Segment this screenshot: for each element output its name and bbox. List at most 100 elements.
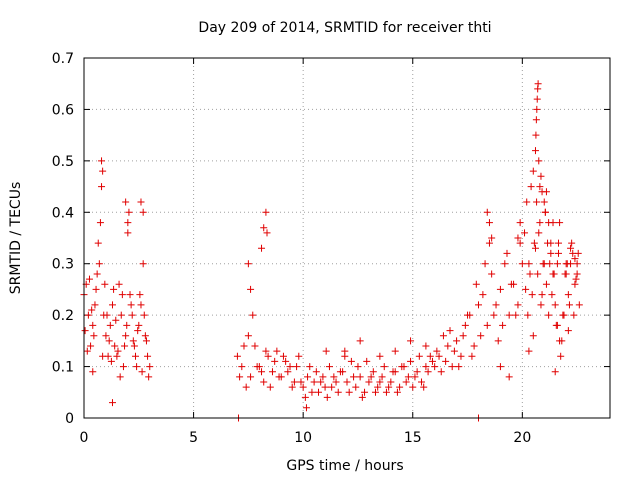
- data-point: [369, 368, 377, 376]
- data-point: [431, 363, 439, 371]
- data-point: [532, 131, 540, 139]
- data-point: [244, 260, 252, 268]
- plot-border: [83, 57, 611, 419]
- data-point: [571, 280, 579, 288]
- data-point: [275, 373, 283, 381]
- data-point: [134, 327, 142, 335]
- data-point: [98, 183, 106, 191]
- data-point: [550, 270, 558, 278]
- data-point: [530, 239, 538, 247]
- data-point: [146, 363, 154, 371]
- data-point: [442, 357, 450, 365]
- data-point: [262, 208, 270, 216]
- data-point: [114, 347, 122, 355]
- data-point: [87, 342, 95, 350]
- data-point: [325, 363, 333, 371]
- data-point: [260, 224, 268, 232]
- data-point: [428, 357, 436, 365]
- chart-title: Day 209 of 2014, SRMTID for receiver tht…: [198, 20, 491, 36]
- data-point: [238, 363, 246, 371]
- data-point: [330, 373, 338, 381]
- data-point: [437, 368, 445, 376]
- data-point: [527, 183, 535, 191]
- data-point: [536, 219, 544, 227]
- data-point: [302, 404, 310, 412]
- data-point: [247, 373, 255, 381]
- data-point: [535, 157, 543, 165]
- data-point: [435, 352, 443, 360]
- data-point: [297, 378, 305, 386]
- data-point: [565, 301, 573, 309]
- data-point: [551, 301, 559, 309]
- data-point: [542, 188, 550, 196]
- y-tick-label: 0.1: [52, 360, 74, 376]
- data-point: [572, 275, 580, 283]
- data-point: [145, 373, 153, 381]
- data-point: [140, 311, 148, 319]
- data-point: [94, 239, 102, 247]
- data-point: [376, 352, 384, 360]
- data-point: [137, 301, 145, 309]
- data-point: [122, 198, 130, 206]
- data-point: [367, 373, 375, 381]
- data-point: [264, 352, 272, 360]
- data-point: [247, 285, 255, 293]
- data-point: [336, 368, 344, 376]
- data-point: [537, 301, 545, 309]
- data-point: [88, 306, 96, 314]
- data-point: [332, 378, 340, 386]
- data-point: [111, 342, 119, 350]
- data-point: [422, 363, 430, 371]
- data-point: [546, 260, 554, 268]
- data-point: [433, 347, 441, 355]
- data-point: [549, 219, 557, 227]
- data-point: [98, 157, 106, 165]
- data-point: [391, 347, 399, 355]
- data-point: [365, 378, 373, 386]
- data-point: [126, 291, 134, 299]
- data-point: [125, 208, 133, 216]
- data-point: [271, 357, 279, 365]
- data-point: [409, 383, 417, 391]
- data-point: [105, 337, 113, 345]
- y-tick-label: 0.3: [52, 257, 74, 273]
- data-point: [481, 260, 489, 268]
- data-point: [574, 249, 582, 257]
- data-point: [485, 239, 493, 247]
- data-point: [552, 321, 560, 329]
- data-point: [556, 337, 564, 345]
- data-point: [407, 337, 415, 345]
- data-point: [312, 368, 320, 376]
- data-point: [389, 368, 397, 376]
- data-point: [470, 342, 478, 350]
- data-point: [108, 301, 116, 309]
- data-point: [398, 363, 406, 371]
- data-point: [468, 352, 476, 360]
- data-point: [119, 363, 127, 371]
- data-point: [268, 368, 276, 376]
- data-point: [96, 219, 104, 227]
- data-point: [117, 311, 125, 319]
- data-point: [341, 347, 349, 355]
- data-point: [518, 260, 526, 268]
- data-point: [124, 219, 132, 227]
- data-point: [544, 239, 552, 247]
- data-point: [253, 363, 261, 371]
- data-point: [464, 311, 472, 319]
- y-tick-label: 0.6: [52, 102, 74, 118]
- data-point: [523, 198, 531, 206]
- data-point: [317, 378, 325, 386]
- grid-lines: [84, 58, 610, 418]
- data-point: [266, 383, 274, 391]
- data-point: [573, 270, 581, 278]
- data-point: [323, 393, 331, 401]
- data-point: [503, 249, 511, 257]
- data-point: [290, 378, 298, 386]
- data-point: [514, 234, 522, 242]
- data-point: [85, 275, 93, 283]
- data-point: [542, 280, 550, 288]
- data-point: [263, 229, 271, 237]
- data-point: [538, 291, 546, 299]
- data-point: [536, 183, 544, 191]
